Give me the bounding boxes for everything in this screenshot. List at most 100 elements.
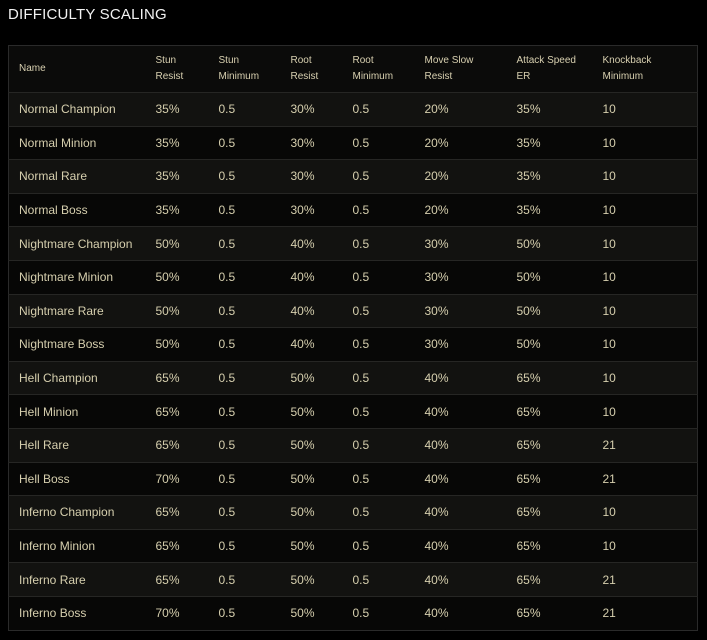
cell: 50%: [506, 327, 593, 362]
cell: 30%: [280, 92, 343, 127]
cell: 10: [592, 293, 698, 328]
table-row: Nightmare Minion 50% 0.5 40% 0.5 30% 50% 10: [8, 259, 698, 295]
cell: 65%: [145, 562, 209, 597]
cell: 0.5: [342, 192, 415, 227]
column-header: Move Slow Resist: [414, 45, 507, 93]
row-name: Inferno Boss: [8, 595, 146, 630]
cell: 0.5: [208, 495, 281, 530]
column-header: Knockback Minimum: [592, 45, 698, 93]
cell: 10: [592, 226, 698, 261]
cell: 40%: [414, 495, 507, 530]
cell: 21: [592, 427, 698, 463]
cell: 10: [592, 495, 698, 530]
cell: 20%: [414, 192, 507, 227]
cell: 0.5: [342, 394, 415, 429]
cell: 40%: [280, 226, 343, 261]
cell: 35%: [506, 92, 593, 127]
cell: 0.5: [342, 327, 415, 362]
cell: 20%: [414, 92, 507, 127]
column-header: Root Resist: [280, 45, 343, 93]
cell: 65%: [506, 528, 593, 563]
cell: 0.5: [208, 92, 281, 127]
cell: 50%: [506, 226, 593, 261]
cell: 40%: [414, 360, 507, 395]
header-line: Stun: [155, 55, 177, 66]
cell: 10: [592, 192, 698, 227]
cell: 65%: [145, 528, 209, 563]
cell: 35%: [145, 92, 209, 127]
cell: 10: [592, 125, 698, 160]
cell: 50%: [280, 562, 343, 597]
cell: 50%: [145, 259, 209, 295]
cell: 0.5: [342, 562, 415, 597]
cell: 0.5: [342, 259, 415, 295]
cell: 40%: [414, 562, 507, 597]
column-header: Attack Speed ER: [506, 45, 593, 93]
cell: 65%: [145, 495, 209, 530]
table-row: Hell Minion 65% 0.5 50% 0.5 40% 65% 10: [8, 394, 698, 429]
column-header: Stun Resist: [145, 45, 209, 93]
cell: 40%: [414, 461, 507, 496]
cell: 30%: [280, 159, 343, 194]
header-line: Resist: [290, 71, 319, 82]
cell: 40%: [280, 293, 343, 328]
cell: 65%: [506, 360, 593, 395]
header-line: Minimum: [602, 71, 644, 82]
cell: 50%: [280, 595, 343, 630]
header-line: Root: [352, 55, 374, 66]
cell: 65%: [145, 394, 209, 429]
cell: 0.5: [208, 293, 281, 328]
cell: 10: [592, 528, 698, 563]
cell: 50%: [145, 226, 209, 261]
header-line: Knockback: [602, 55, 652, 66]
table-row: Nightmare Champion 50% 0.5 40% 0.5 30% 50% 10: [8, 226, 698, 261]
table-row: Normal Champion 35% 0.5 30% 0.5 20% 35% 10: [8, 92, 698, 127]
cell: 0.5: [208, 360, 281, 395]
header-line: Attack Speed: [516, 55, 576, 66]
cell: 0.5: [208, 562, 281, 597]
cell: 50%: [145, 293, 209, 328]
cell: 0.5: [208, 394, 281, 429]
cell: 0.5: [208, 259, 281, 295]
table-row: Nightmare Boss 50% 0.5 40% 0.5 30% 50% 10: [8, 327, 698, 362]
cell: 10: [592, 159, 698, 194]
cell: 40%: [280, 259, 343, 295]
cell: 65%: [506, 394, 593, 429]
cell: 35%: [145, 192, 209, 227]
cell: 40%: [414, 528, 507, 563]
cell: 0.5: [208, 528, 281, 563]
table-row: Inferno Minion 65% 0.5 50% 0.5 40% 65% 10: [8, 528, 698, 563]
cell: 10: [592, 360, 698, 395]
cell: 40%: [414, 427, 507, 463]
cell: 30%: [414, 259, 507, 295]
cell: 20%: [414, 159, 507, 194]
cell: 0.5: [342, 461, 415, 496]
column-header: Root Minimum: [342, 45, 415, 93]
cell: 10: [592, 92, 698, 127]
table-row: Inferno Boss 70% 0.5 50% 0.5 40% 65% 21: [8, 595, 698, 630]
cell: 50%: [145, 327, 209, 362]
cell: 65%: [506, 562, 593, 597]
difficulty-table: Name Stun Resist Stun Minimum Root Resist Root M…: [8, 45, 698, 631]
header-row: Name Stun Resist Stun Minimum Root Resist Root M…: [8, 45, 698, 93]
table-row: Hell Boss 70% 0.5 50% 0.5 40% 65% 21: [8, 461, 698, 496]
cell: 0.5: [342, 92, 415, 127]
cell: 40%: [414, 394, 507, 429]
table-row: Normal Boss 35% 0.5 30% 0.5 20% 35% 10: [8, 192, 698, 227]
cell: 50%: [280, 461, 343, 496]
cell: 50%: [506, 293, 593, 328]
row-name: Hell Champion: [8, 360, 146, 395]
header-line: Stun: [218, 55, 240, 66]
cell: 65%: [145, 427, 209, 463]
cell: 0.5: [342, 528, 415, 563]
cell: 0.5: [208, 125, 281, 160]
header-line: Name: [19, 63, 46, 74]
cell: 0.5: [208, 595, 281, 630]
table-row: Nightmare Rare 50% 0.5 40% 0.5 30% 50% 10: [8, 293, 698, 328]
cell: 35%: [506, 192, 593, 227]
cell: 35%: [506, 125, 593, 160]
cell: 50%: [280, 427, 343, 463]
table-row: Hell Champion 65% 0.5 50% 0.5 40% 65% 10: [8, 360, 698, 395]
cell: 70%: [145, 461, 209, 496]
row-name: Nightmare Rare: [8, 293, 146, 328]
